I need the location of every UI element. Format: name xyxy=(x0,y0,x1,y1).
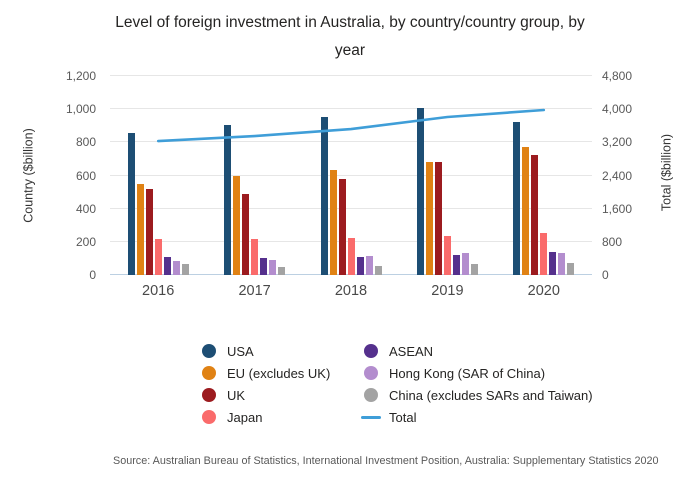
left-tick-label: 1,200 xyxy=(65,69,96,83)
bar-china-excludes-sars-and-taiwan-2016[interactable] xyxy=(181,264,189,275)
legend-label: UK xyxy=(227,387,246,403)
source-note: Source: Australian Bureau of Statistics,… xyxy=(113,455,659,467)
bar-uk-2020[interactable] xyxy=(531,154,539,275)
bar-hong-kong-sar-of-china-2018[interactable] xyxy=(365,255,373,275)
legend-column-1: USA EU (excludes UK) UK Japan xyxy=(199,340,330,428)
left-tick-label: 800 xyxy=(75,135,96,150)
bar-japan-2016[interactable] xyxy=(154,239,162,275)
bar-asean-2016[interactable] xyxy=(163,256,171,275)
gridline xyxy=(110,108,592,110)
left-tick-label: 200 xyxy=(75,234,96,249)
legend-label: EU (excludes UK) xyxy=(227,365,331,381)
left-tick-label: 0 xyxy=(89,268,96,282)
bar-japan-2017[interactable] xyxy=(251,238,259,275)
bar-usa-2018[interactable] xyxy=(320,117,328,275)
legend-label: Japan xyxy=(227,409,263,425)
legend-circle-swatch-icon xyxy=(199,344,219,358)
plot-area xyxy=(110,75,592,275)
legend-circle-swatch-icon xyxy=(361,366,381,380)
x-category-label: 2017 xyxy=(238,283,271,299)
bar-eu-excludes-uk-2017[interactable] xyxy=(233,175,241,275)
right-tick-label: 4,800 xyxy=(602,69,633,83)
bar-asean-2018[interactable] xyxy=(356,256,364,275)
gridline xyxy=(110,207,592,209)
legend-label: Hong Kong (SAR of China) xyxy=(389,365,546,381)
chart-title: Level of foreign investment in Australia… xyxy=(115,14,585,59)
right-tick-label: 0 xyxy=(602,268,609,282)
gridline xyxy=(110,75,592,76)
bar-uk-2017[interactable] xyxy=(242,193,250,275)
bar-hong-kong-sar-of-china-2020[interactable] xyxy=(558,253,566,275)
right-tick-label: 2,400 xyxy=(602,168,633,183)
legend-item-hong-kong-sar-of-china[interactable]: Hong Kong (SAR of China) xyxy=(361,362,593,384)
bar-china-excludes-sars-and-taiwan-2018[interactable] xyxy=(374,265,382,275)
bar-eu-excludes-uk-2018[interactable] xyxy=(329,169,337,275)
bar-uk-2018[interactable] xyxy=(338,178,346,275)
bar-china-excludes-sars-and-taiwan-2020[interactable] xyxy=(567,263,575,275)
legend-label: Total xyxy=(389,409,417,425)
legend-circle-swatch-icon xyxy=(361,388,381,402)
bar-hong-kong-sar-of-china-2019[interactable] xyxy=(461,253,469,275)
legend-item-japan[interactable]: Japan xyxy=(199,406,330,428)
bar-uk-2019[interactable] xyxy=(434,162,442,275)
legend-item-uk[interactable]: UK xyxy=(199,384,330,406)
left-tick-label: 400 xyxy=(75,201,96,216)
bar-china-excludes-sars-and-taiwan-2017[interactable] xyxy=(278,266,286,275)
legend-item-usa[interactable]: USA xyxy=(199,340,330,362)
x-category-label: 2020 xyxy=(527,283,560,299)
bar-eu-excludes-uk-2019[interactable] xyxy=(425,162,433,275)
bar-usa-2016[interactable] xyxy=(127,133,135,275)
right-tick-label: 4,000 xyxy=(602,102,633,117)
left-tick-label: 600 xyxy=(75,168,96,183)
left-tick-label: 1,000 xyxy=(65,102,96,117)
bar-asean-2019[interactable] xyxy=(452,255,460,275)
bar-asean-2020[interactable] xyxy=(549,251,557,275)
x-category-label: 2018 xyxy=(334,283,368,299)
legend-label: USA xyxy=(227,343,254,359)
gridline xyxy=(110,174,592,176)
legend-label: ASEAN xyxy=(389,343,434,359)
bar-eu-excludes-uk-2020[interactable] xyxy=(522,147,530,275)
legend-circle-swatch-icon xyxy=(361,344,381,358)
bar-hong-kong-sar-of-china-2017[interactable] xyxy=(269,260,277,275)
right-tick-label: 3,200 xyxy=(602,135,633,150)
right-axis-title: Total ($billion) xyxy=(659,133,674,212)
bar-usa-2020[interactable] xyxy=(513,122,521,275)
legend-circle-swatch-icon xyxy=(199,388,219,402)
x-category-label: 2019 xyxy=(431,283,464,299)
legend-column-2: ASEAN Hong Kong (SAR of China) China (excl… xyxy=(361,340,593,428)
legend-circle-swatch-icon xyxy=(199,410,219,424)
legend-item-eu-excludes-uk[interactable]: EU (excludes UK) xyxy=(199,362,330,384)
legend-line-swatch-icon xyxy=(361,415,381,419)
right-tick-label: 1,600 xyxy=(602,201,633,216)
legend-item-china-excludes-sars-and-taiwan[interactable]: China (excludes SARs and Taiwan) xyxy=(361,384,593,406)
legend-circle-swatch-icon xyxy=(199,366,219,380)
x-category-label: 2016 xyxy=(142,283,175,299)
bar-japan-2020[interactable] xyxy=(540,232,548,275)
bar-uk-2016[interactable] xyxy=(145,188,153,275)
bar-eu-excludes-uk-2016[interactable] xyxy=(136,183,144,275)
legend-item-total[interactable]: Total xyxy=(361,406,593,428)
bar-japan-2018[interactable] xyxy=(347,237,355,275)
bar-asean-2017[interactable] xyxy=(260,257,268,275)
gridline xyxy=(110,141,592,143)
legend-label: China (excludes SARs and Taiwan) xyxy=(389,387,593,403)
bar-china-excludes-sars-and-taiwan-2019[interactable] xyxy=(470,264,478,275)
legend-item-asean[interactable]: ASEAN xyxy=(361,340,593,362)
bar-usa-2017[interactable] xyxy=(224,124,232,275)
bar-usa-2019[interactable] xyxy=(416,107,424,275)
right-tick-label: 800 xyxy=(602,234,623,249)
total-line[interactable] xyxy=(110,76,592,275)
bar-hong-kong-sar-of-china-2016[interactable] xyxy=(172,260,180,275)
bar-japan-2019[interactable] xyxy=(443,236,451,275)
